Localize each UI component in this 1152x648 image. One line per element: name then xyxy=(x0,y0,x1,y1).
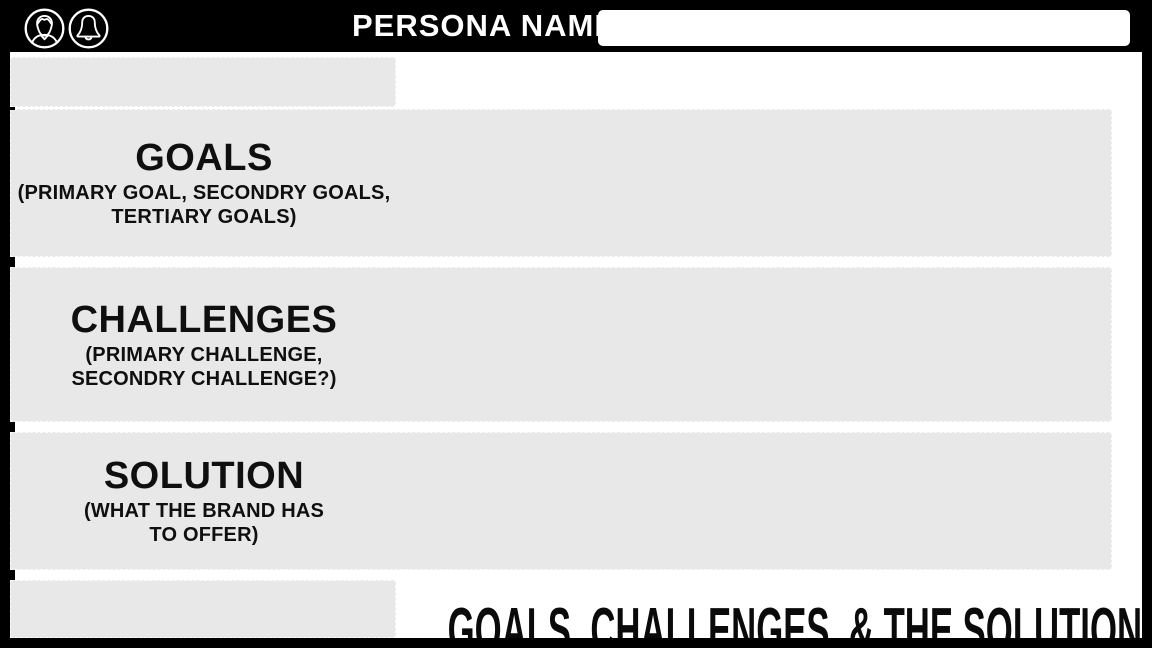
goals-label: GOALS (PRIMARY GOAL, SECONDRY GOALS, TER… xyxy=(11,110,397,256)
challenges-title: CHALLENGES xyxy=(70,298,338,341)
bottom-left-spacer-box xyxy=(10,580,396,638)
worksheet-banner-title: GOALS, CHALLENGES, & THE SOLUTION xyxy=(447,596,1142,639)
solution-subtitle: (WHAT THE BRAND HAS TO OFFER) xyxy=(83,500,325,546)
gap-notch xyxy=(10,107,15,110)
challenges-row: CHALLENGES (PRIMARY CHALLENGE, SECONDRY … xyxy=(10,267,1112,422)
gap-notch xyxy=(10,570,15,580)
gap-notch xyxy=(10,422,15,432)
goals-input-area[interactable] xyxy=(397,110,1111,256)
challenges-input-area[interactable] xyxy=(397,268,1111,421)
female-persona-icon xyxy=(67,7,110,50)
solution-title: SOLUTION xyxy=(103,455,305,497)
challenges-label: CHALLENGES (PRIMARY CHALLENGE, SECONDRY … xyxy=(11,268,397,421)
solution-label: SOLUTION (WHAT THE BRAND HAS TO OFFER) xyxy=(11,433,397,569)
goals-title: GOALS xyxy=(135,137,273,179)
persona-name-label: PERSONA NAME xyxy=(352,8,617,43)
header-bar: PERSONA NAME xyxy=(0,0,1152,56)
worksheet-sheet: GOALS (PRIMARY GOAL, SECONDRY GOALS, TER… xyxy=(10,52,1142,638)
top-left-spacer-box xyxy=(10,57,396,107)
challenges-subtitle: (PRIMARY CHALLENGE, SECONDRY CHALLENGE?) xyxy=(71,343,337,390)
goals-subtitle: (PRIMARY GOAL, SECONDRY GOALS, TERTIARY … xyxy=(17,182,391,228)
male-persona-icon xyxy=(23,7,66,50)
gap-notch xyxy=(10,257,15,267)
solution-input-area[interactable] xyxy=(397,433,1111,569)
goals-row: GOALS (PRIMARY GOAL, SECONDRY GOALS, TER… xyxy=(10,109,1112,257)
solution-row: SOLUTION (WHAT THE BRAND HAS TO OFFER) xyxy=(10,432,1112,570)
persona-name-input[interactable] xyxy=(598,10,1130,46)
